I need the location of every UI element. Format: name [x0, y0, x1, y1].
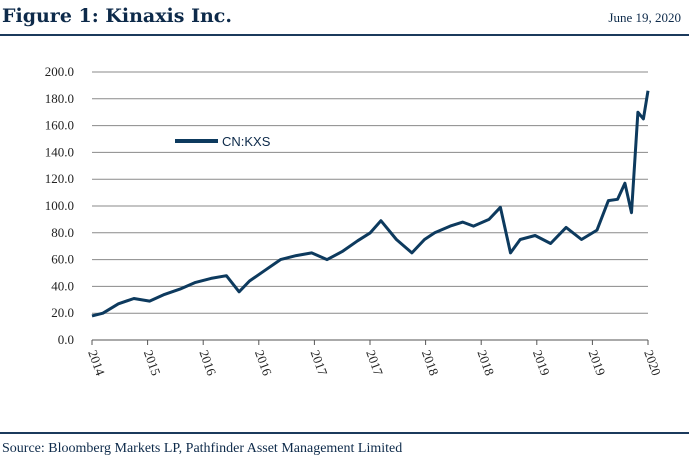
gridlines — [92, 71, 648, 314]
x-tick-label: 2014 — [85, 348, 108, 378]
y-tick-label: 140.0 — [45, 144, 74, 159]
header-rule — [0, 34, 689, 36]
y-tick-label: 120.0 — [45, 171, 74, 186]
x-tick-label: 2019 — [586, 348, 609, 378]
source-note: Source: Bloomberg Markets LP, Pathfinder… — [2, 441, 403, 456]
legend: CN:KXS — [175, 134, 271, 149]
figure-title: Figure 1: Kinaxis Inc. — [2, 5, 232, 27]
y-tick-label: 20.0 — [51, 305, 74, 320]
x-tick-label: 2015 — [141, 348, 164, 378]
x-tick-label: 2016 — [252, 348, 275, 378]
price-chart: 0.0 20.0 40.0 60.0 80.0 100.0 120.0 140.0 160.0 1… — [45, 64, 664, 378]
series-line-cn-kxs — [91, 90, 650, 318]
x-tick-label: 2017 — [363, 348, 386, 378]
x-tick-label: 2017 — [308, 348, 331, 378]
x-tick-label: 2016 — [196, 348, 219, 378]
figure-date: June 19, 2020 — [608, 10, 681, 25]
x-tick-label: 2018 — [474, 348, 497, 378]
y-tick-label: 60.0 — [51, 252, 74, 267]
legend-label: CN:KXS — [222, 134, 271, 149]
y-tick-label: 200.0 — [45, 64, 74, 79]
x-tick-label: 2020 — [641, 348, 664, 378]
x-tick-label: 2018 — [419, 348, 442, 378]
y-tick-label: 180.0 — [45, 91, 74, 106]
y-axis-ticks: 0.0 20.0 40.0 60.0 80.0 100.0 120.0 140.0 160.0 1… — [45, 64, 74, 347]
y-tick-label: 100.0 — [45, 198, 74, 213]
y-tick-label: 160.0 — [45, 118, 74, 133]
y-tick-label: 40.0 — [51, 278, 74, 293]
y-tick-label: 80.0 — [51, 225, 74, 240]
x-tick-label: 2019 — [530, 348, 553, 378]
y-tick-label: 0.0 — [58, 332, 74, 347]
x-axis-ticks: 2014 2015 2016 2016 2017 2017 2018 2018 2019 2019… — [85, 340, 664, 378]
footer-rule — [0, 432, 689, 434]
